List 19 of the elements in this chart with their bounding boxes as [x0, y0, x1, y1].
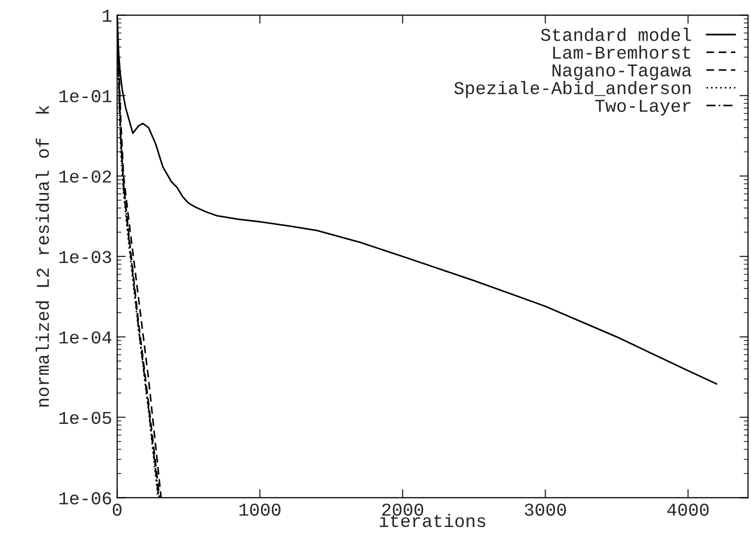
legend-label: Nagano-Tagawa: [552, 64, 692, 80]
legend-label: Standard model: [541, 28, 692, 42]
y-tick-label: 1e-01: [59, 90, 112, 102]
legend-label: Two-Layer: [595, 100, 690, 116]
y-axis-title: normalized L2 residual of k: [36, 106, 50, 407]
legend-label: Speziale-Abid_anderson: [454, 80, 690, 98]
legend-label: Lam-Bremhorst: [553, 46, 690, 59]
x-tick-label: 3000: [524, 504, 566, 516]
y-tick-label: 1e-02: [59, 170, 112, 183]
x-tick-label: 0: [112, 504, 122, 516]
y-tick-label: 1e-03: [59, 250, 112, 264]
x-tick-label: 4000: [667, 504, 709, 516]
y-tick-label: 1e-04: [59, 331, 112, 344]
x-axis-title: iterations: [380, 514, 486, 528]
y-tick-label: 1e-06: [59, 492, 112, 504]
y-tick-label: 1e-05: [59, 412, 112, 424]
x-tick-label: 1000: [240, 504, 280, 516]
x-tick-label: 2000: [382, 504, 424, 516]
y-tick-label: 1: [102, 10, 112, 22]
